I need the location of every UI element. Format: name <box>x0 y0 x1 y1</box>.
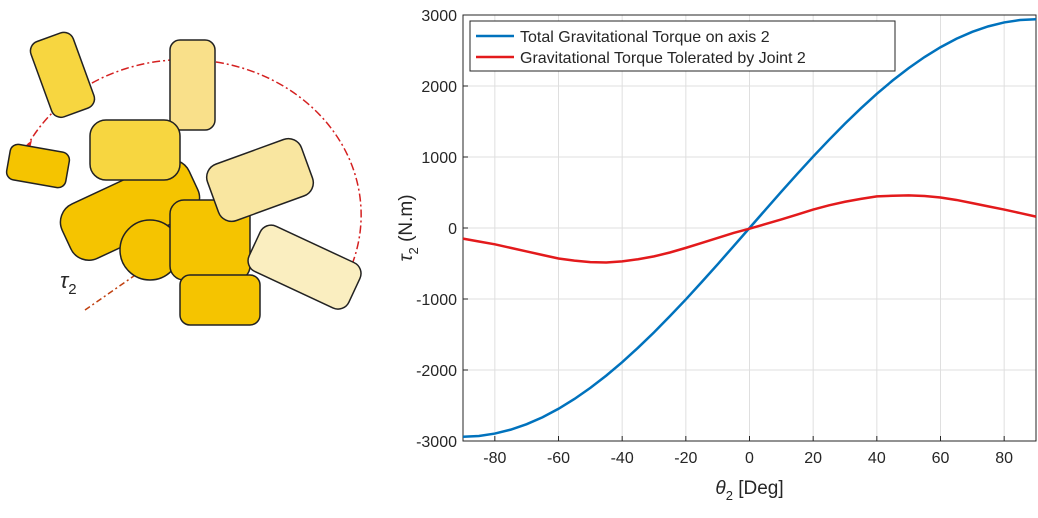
x-tick-label: 0 <box>745 450 754 467</box>
subscript: 2 <box>726 488 733 503</box>
x-tick-label: -40 <box>611 450 634 467</box>
legend-label: Total Gravitational Torque on axis 2 <box>520 29 770 46</box>
x-tick-label: -80 <box>483 450 506 467</box>
x-tick-label: -20 <box>674 450 697 467</box>
x-tick-label: 80 <box>995 450 1013 467</box>
y-tick-label: -1000 <box>416 292 457 309</box>
y-tick-label: 3000 <box>421 8 457 25</box>
y-tick-label: 2000 <box>421 79 457 96</box>
y-axis-label: τ2 (N.m) <box>396 194 421 261</box>
symbol: τ <box>60 268 70 293</box>
subscript: 2 <box>406 247 421 254</box>
motion-arc <box>24 58 362 281</box>
label-text: [Deg] <box>733 478 784 499</box>
y-tick-label: -2000 <box>416 363 457 380</box>
label-text: (N.m) <box>396 194 417 247</box>
line-chart: -80 -60 -40 -20 0 20 40 60 80 -3000 -2000 -1000 0 100… <box>396 8 1037 503</box>
symbol: θ <box>715 478 726 499</box>
x-tick-label: 20 <box>804 450 822 467</box>
plot-frame <box>462 14 1037 442</box>
symbol: τ <box>396 253 417 262</box>
x-axis-label: θ2 [Deg] <box>715 478 783 503</box>
y-tick-label: 0 <box>448 221 457 238</box>
torque-symbol: τ2 <box>60 268 77 298</box>
legend-label: Gravitational Torque Tolerated by Joint … <box>520 50 806 67</box>
x-tick-label: -60 <box>547 450 570 467</box>
x-tick-label: 60 <box>932 450 950 467</box>
x-tick-label: 40 <box>868 450 886 467</box>
robot-illustration: τ2 <box>5 31 362 326</box>
y-tick-label: 1000 <box>421 150 457 167</box>
y-tick-label: -3000 <box>416 434 457 451</box>
legend-box <box>469 20 896 72</box>
series-line <box>462 194 1037 264</box>
subscript: 2 <box>68 281 76 298</box>
